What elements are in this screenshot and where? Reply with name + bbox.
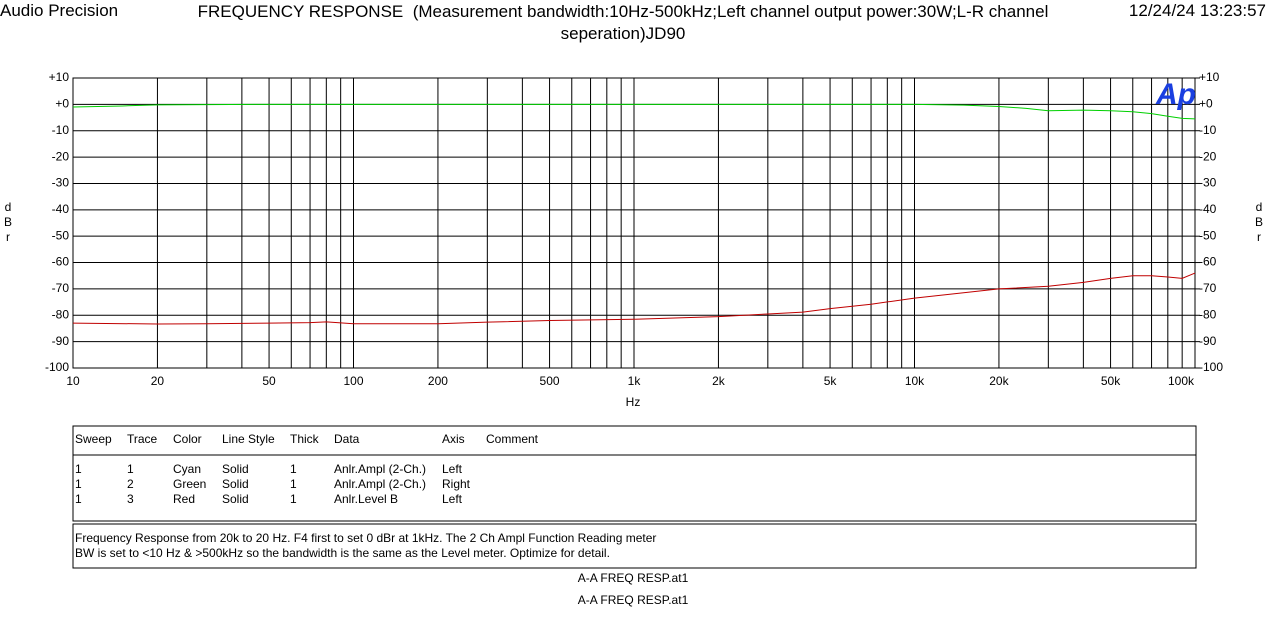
- data-line: [72, 103, 1196, 120]
- y2-tick-label: -40: [1199, 202, 1217, 216]
- table-cell: 1: [290, 477, 297, 491]
- y2-tick-label: -30: [1199, 176, 1217, 190]
- table-cell: Anlr.Ampl (2-Ch.): [334, 477, 426, 491]
- y-tick-label: -50: [52, 228, 70, 242]
- x-tick-label: 10: [66, 374, 80, 388]
- y-axis-label: dBr: [4, 200, 13, 244]
- x-tick-label: 10k: [905, 374, 925, 388]
- table-cell: Red: [173, 492, 195, 506]
- y-tick-label: -70: [52, 281, 70, 295]
- table-cell: Left: [442, 492, 463, 506]
- table-cell: 1: [290, 492, 297, 506]
- comment-line: Frequency Response from 20k to 20 Hz. F4…: [75, 531, 656, 545]
- x-tick-label: 500: [540, 374, 560, 388]
- y2-tick-label: -50: [1199, 228, 1217, 242]
- table-cell: Solid: [222, 492, 249, 506]
- y2-tick-label: -10: [1199, 123, 1217, 137]
- table-cell: 1: [75, 477, 82, 491]
- table-cell: 1: [75, 492, 82, 506]
- table-cell: Solid: [222, 462, 249, 476]
- x-axis-label: Hz: [626, 395, 641, 409]
- table-cell: Green: [173, 477, 206, 491]
- x-tick-label: 200: [428, 374, 448, 388]
- y2-tick-label: +10: [1199, 70, 1220, 84]
- y-tick-label: -20: [52, 149, 70, 163]
- chart-title: FREQUENCY RESPONSE (Measurement bandwidt…: [197, 2, 1054, 43]
- legend-table-box: [72, 425, 1197, 522]
- footer-text: A-A FREQ RESP.at1: [578, 593, 689, 607]
- table-cell: Right: [442, 477, 471, 491]
- table-cell: 1: [290, 462, 297, 476]
- table-header: Thick: [290, 432, 320, 446]
- x-tick-label: 100k: [1168, 374, 1195, 388]
- x-tick-label: 2k: [712, 374, 726, 388]
- table-cell: 1: [75, 462, 82, 476]
- logo: Ap: [1155, 78, 1196, 111]
- y2-tick-label: -60: [1199, 255, 1217, 269]
- y-tick-label: -40: [52, 202, 70, 216]
- y-tick-label: -60: [52, 255, 70, 269]
- datetime: 12/24/24 13:23:57: [1128, 1, 1266, 20]
- plot-frame: [72, 77, 1196, 369]
- x-tick-label: 100: [343, 374, 363, 388]
- y-tick-label: +10: [49, 70, 70, 84]
- y-tick-label: -90: [52, 334, 70, 348]
- y2-tick-label: -70: [1199, 281, 1217, 295]
- y2-tick-label: -90: [1199, 334, 1217, 348]
- x-tick-label: 50k: [1101, 374, 1121, 388]
- comment-line: BW is set to <10 Hz & >500kHz so the ban…: [75, 546, 610, 560]
- table-header: Axis: [442, 432, 465, 446]
- x-tick-label: 20: [151, 374, 165, 388]
- y2-tick-label: +0: [1199, 97, 1213, 111]
- y-tick-label: -80: [52, 307, 70, 321]
- y2-tick-label: -20: [1199, 149, 1217, 163]
- table-header: Line Style: [222, 432, 275, 446]
- table-cell: Solid: [222, 477, 249, 491]
- table-header: Trace: [127, 432, 158, 446]
- table-header: Data: [334, 432, 360, 446]
- y2-tick-label: -80: [1199, 307, 1217, 321]
- table-cell: Anlr.Ampl (2-Ch.): [334, 462, 426, 476]
- y-tick-label: -30: [52, 176, 70, 190]
- table-cell: 2: [127, 477, 134, 491]
- y-tick-label: -100: [45, 360, 69, 374]
- footer-text: A-A FREQ RESP.at1: [578, 571, 689, 585]
- table-header: Comment: [486, 432, 539, 446]
- x-tick-label: 5k: [824, 374, 838, 388]
- y2-axis-label: dBr: [1255, 200, 1264, 244]
- data-line: [72, 272, 1196, 325]
- table-cell: 1: [127, 462, 134, 476]
- x-tick-label: 20k: [989, 374, 1009, 388]
- table-header: Sweep: [75, 432, 112, 446]
- comment-box: [72, 523, 1197, 569]
- table-cell: Cyan: [173, 462, 201, 476]
- x-tick-label: 50: [262, 374, 276, 388]
- x-tick-label: 1k: [628, 374, 642, 388]
- table-cell: 3: [127, 492, 134, 506]
- table-cell: Left: [442, 462, 463, 476]
- y-tick-label: +0: [55, 97, 69, 111]
- y2-tick-label: -100: [1199, 360, 1223, 374]
- table-header: Color: [173, 432, 202, 446]
- y-tick-label: -10: [52, 123, 70, 137]
- brand: Audio Precision: [0, 1, 119, 20]
- table-cell: Anlr.Level B: [334, 492, 398, 506]
